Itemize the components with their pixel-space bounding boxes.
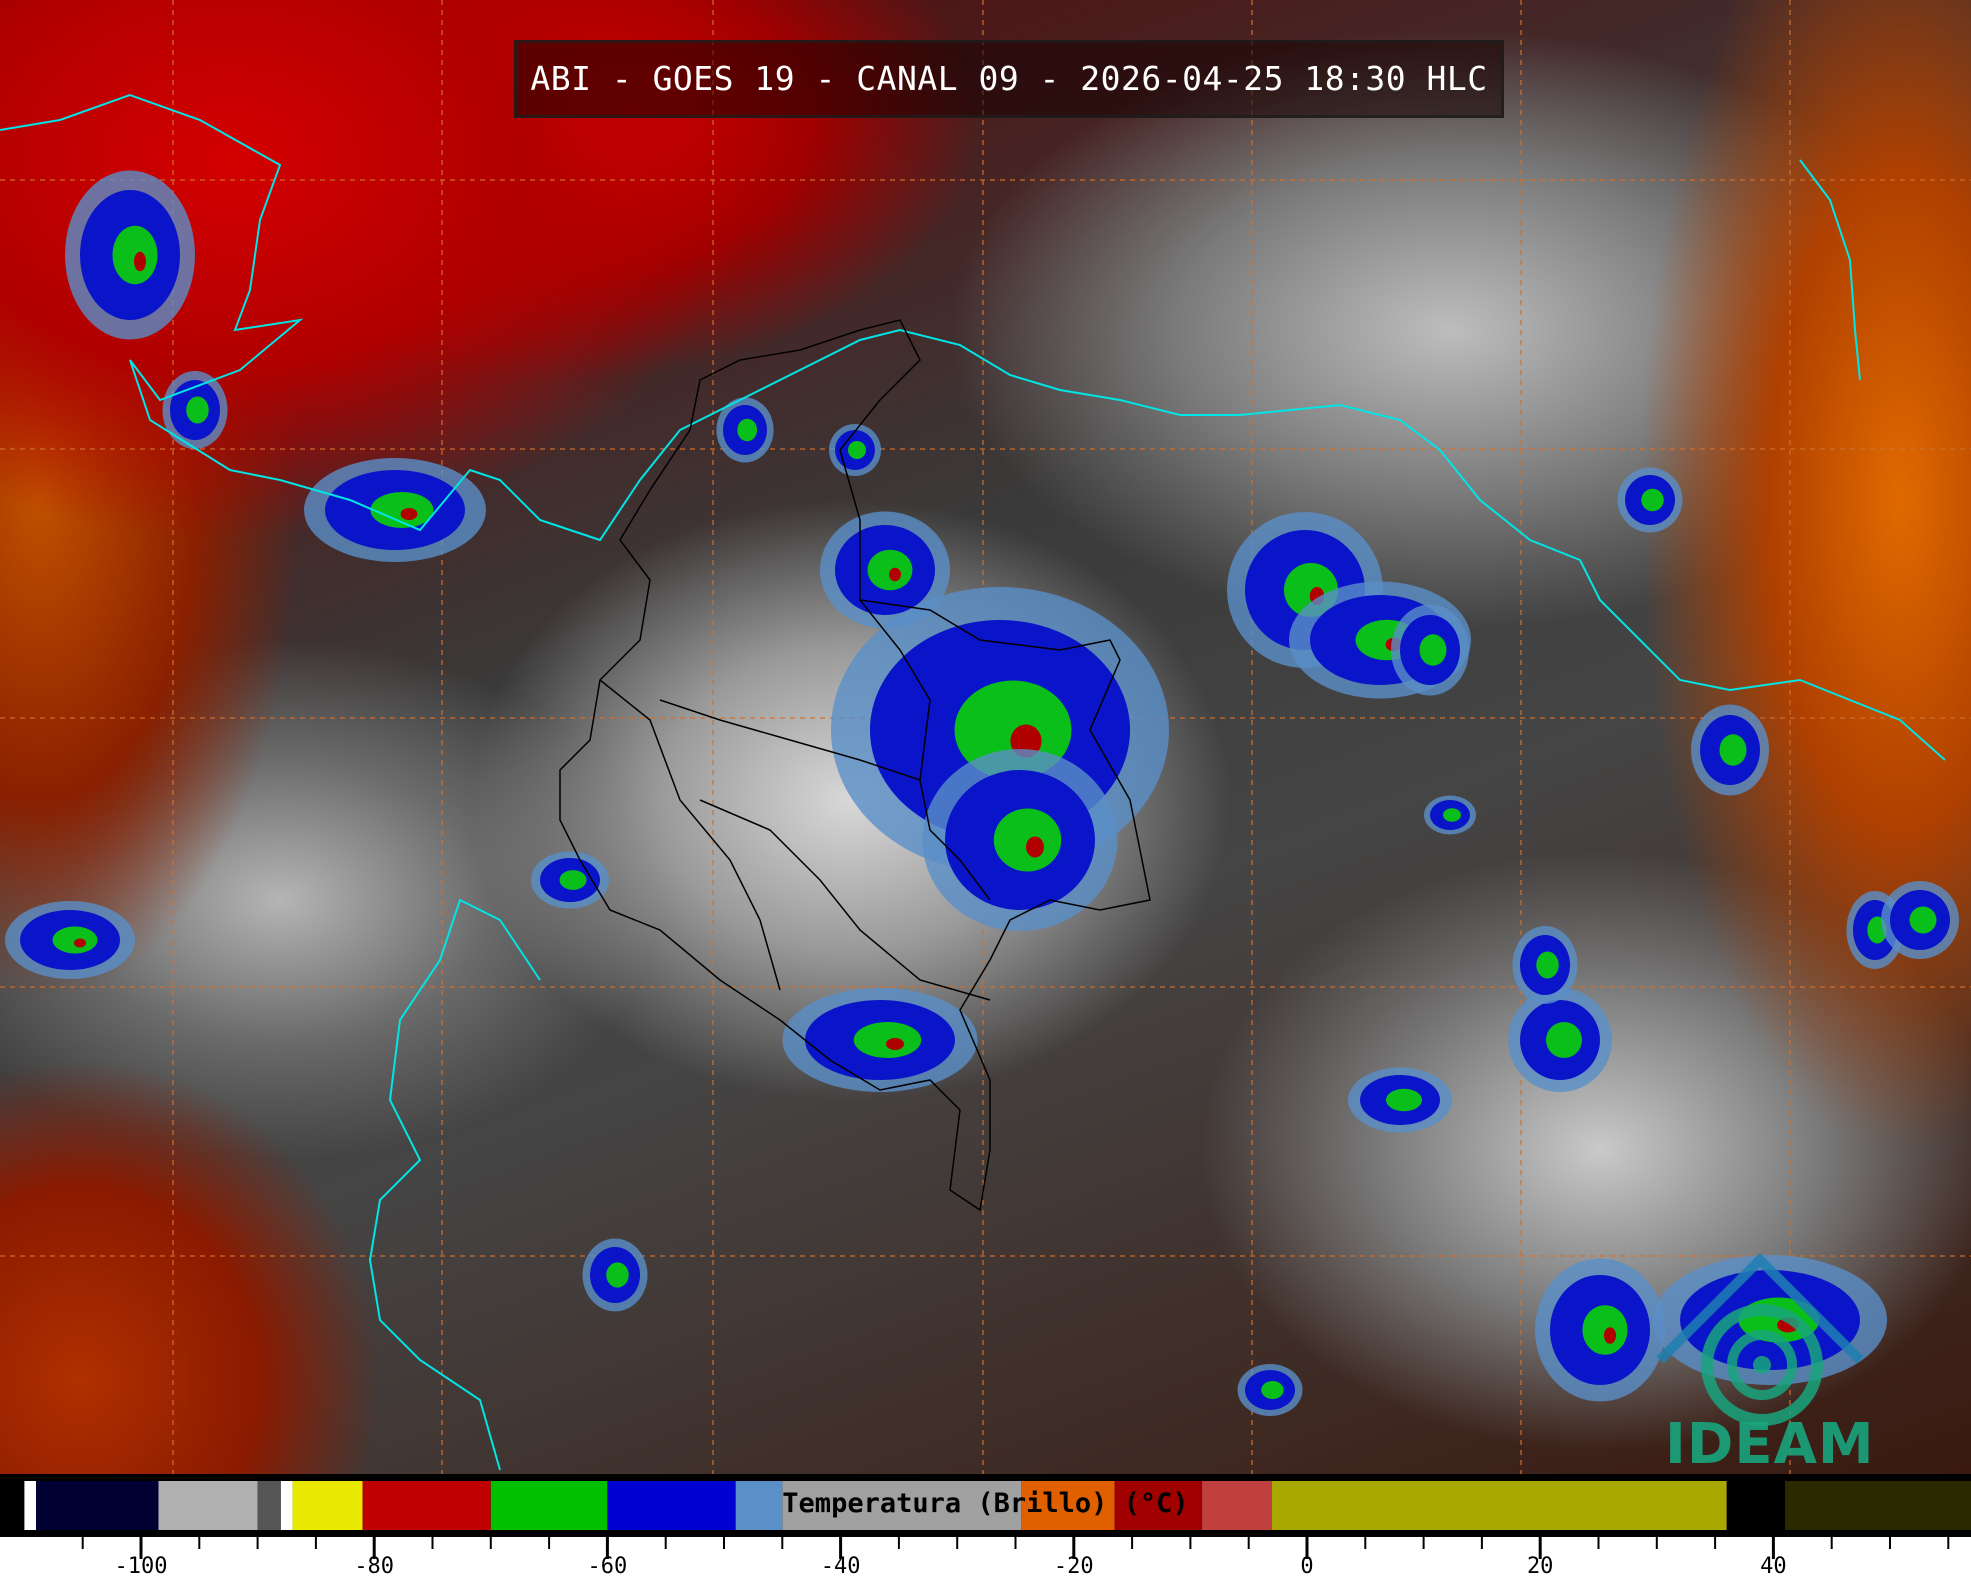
cloud-cell-core: [1546, 1022, 1582, 1058]
cloud-cell-core: [1443, 808, 1461, 822]
colorbar-ticks: [81, 1537, 1950, 1559]
tick-label: -20: [1053, 1554, 1094, 1577]
colorbar-label: Temperatura (Brillo) (°C): [782, 1488, 1189, 1519]
colorbar-segment: [735, 1481, 783, 1530]
colorbar-segment: [158, 1481, 258, 1530]
colorbar-segment: [782, 1481, 1022, 1530]
tick-label: 20: [1526, 1554, 1554, 1577]
cloud-cell-core: [1909, 906, 1937, 934]
ideam-logo-icon: [1656, 1252, 1864, 1426]
cloud-cell-core: [1641, 488, 1664, 512]
cloud-cell-core: [52, 926, 98, 954]
cloud-cell-core: [867, 549, 913, 591]
political-border: [599, 679, 781, 991]
colorbar-segment: [362, 1481, 491, 1530]
cloud-cell-peak: [886, 1038, 904, 1050]
colorbar-segment: [1272, 1481, 1727, 1530]
tick-label: 40: [1760, 1554, 1787, 1577]
colorbar-segment: [36, 1481, 159, 1530]
colorbar-segment: [292, 1481, 363, 1530]
colorbar-segment: [1021, 1481, 1115, 1530]
cloud-cell-peak: [74, 938, 86, 948]
cloud-cell-core: [737, 418, 758, 442]
cloud-cell-peak: [1026, 836, 1044, 858]
cloud-cell-core: [559, 870, 587, 890]
colorbar: Temperatura (Brillo) (°C) -100 -80 -60 -40 -…: [0, 1474, 1971, 1577]
image-title: ABI - GOES 19 - CANAL 09 - 2026-04-25 18…: [514, 40, 1504, 118]
tick-label: -100: [114, 1554, 168, 1577]
coastline: [1799, 159, 1861, 381]
cloud-cell-core: [1582, 1305, 1628, 1355]
tick-label: -80: [354, 1554, 395, 1577]
political-border: [559, 319, 1151, 1212]
tick-label: 0: [1300, 1554, 1314, 1577]
colorbar-segment: [1202, 1481, 1273, 1530]
cloud-cell-peak: [134, 251, 146, 272]
colorbar-segment: [257, 1481, 281, 1530]
colorbar-segment: [280, 1481, 293, 1530]
cloud-cell-core: [993, 808, 1062, 872]
cloud-cell-core: [853, 1022, 922, 1058]
colorbar-gradient: [24, 1481, 1971, 1530]
cloud-cell-core: [1386, 1088, 1422, 1112]
coastline: [739, 328, 1946, 761]
cloud-cell-core: [186, 396, 209, 424]
cloud-cell-peak: [1604, 1327, 1616, 1344]
tick-label: -40: [820, 1554, 861, 1577]
tick-label: -60: [587, 1554, 628, 1577]
colorbar-segment: [1114, 1481, 1203, 1530]
political-border: [699, 799, 991, 1001]
cloud-cell-core: [370, 492, 434, 528]
cloud-cell-core: [606, 1262, 629, 1288]
ideam-logo-text: IDEAM: [1665, 1412, 1875, 1477]
cloud-cell-peak: [889, 567, 901, 582]
colorbar-segment: [607, 1481, 736, 1530]
coastline: [368, 898, 541, 1471]
map-overlay: [0, 0, 1971, 1474]
cloud-cell-core: [1261, 1381, 1284, 1399]
political-border: [659, 699, 921, 781]
cloud-cell-core: [1719, 734, 1747, 766]
cloud-cell-core: [112, 225, 158, 285]
cloud-cell-core: [1536, 951, 1559, 979]
colorbar-segment: [24, 1481, 37, 1530]
colorbar-segment: [490, 1481, 608, 1530]
colorbar-segment: [1726, 1481, 1786, 1530]
colorbar-frame: Temperatura (Brillo) (°C): [0, 1474, 1971, 1537]
colorbar-segment: [1785, 1481, 1971, 1530]
cloud-cell-peak: [400, 508, 418, 520]
cloud-cell-core: [848, 441, 866, 459]
coastline: [0, 93, 741, 542]
cloud-cell-core: [1419, 634, 1447, 666]
